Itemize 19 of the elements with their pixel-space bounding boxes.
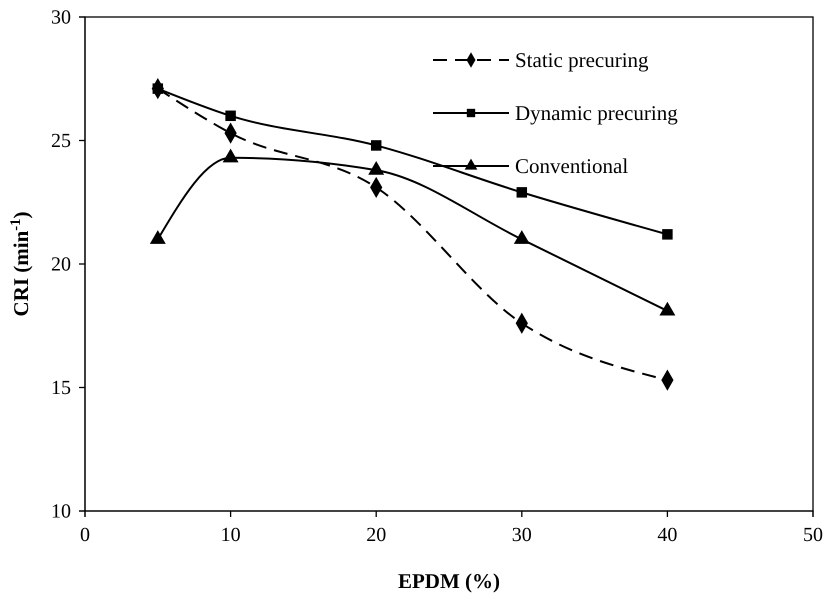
legend-label: Static precuring [515, 48, 650, 72]
legend-label: Dynamic precuring [515, 101, 678, 125]
point [370, 140, 382, 151]
x-tick-label: 10 [220, 524, 241, 546]
point [662, 229, 673, 240]
y-tick-label: 20 [51, 253, 71, 276]
y-tick-label: 25 [51, 130, 71, 152]
point [516, 187, 528, 198]
y-tick-label: 30 [51, 6, 71, 28]
legend-label: Conventional [515, 154, 628, 178]
x-tick-label: 0 [80, 524, 90, 546]
x-tick-label: 30 [512, 524, 532, 546]
x-axis-title: EPDM (%) [398, 569, 500, 593]
y-tick-label: 15 [51, 376, 71, 399]
point [225, 110, 236, 122]
y-tick-label: 10 [51, 500, 71, 522]
x-tick-label: 50 [803, 524, 823, 546]
x-tick-label: 20 [366, 524, 386, 546]
x-tick-label: 40 [657, 524, 678, 546]
